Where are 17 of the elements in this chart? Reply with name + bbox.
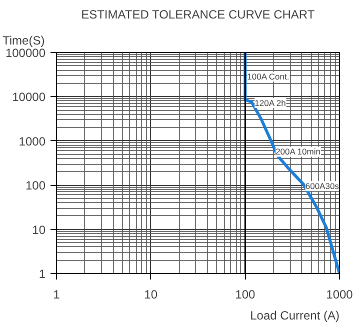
x-tick-label: 1	[53, 288, 60, 302]
y-tick-label: 100	[25, 178, 46, 193]
y-axis-title: Time(S)	[2, 34, 45, 48]
chart-title: ESTIMATED TOLERANCE CURVE CHART	[81, 8, 316, 22]
annotation: 200A 10min	[276, 146, 321, 157]
y-tick-label: 1000	[18, 134, 46, 148]
x-tick-label: 10	[144, 288, 158, 302]
annotation: 600A30s	[305, 181, 339, 192]
y-tick-label: 1	[38, 267, 46, 281]
y-tick-label: 10	[32, 222, 46, 237]
y-tick-label: 100000	[5, 46, 46, 60]
x-axis-title: Load Current (A)	[250, 308, 340, 322]
x-tick-label: 100	[235, 288, 256, 302]
y-tick-label: 10000	[12, 90, 46, 104]
annotation: 100A Cont.	[247, 72, 290, 82]
x-tick-label: 1000	[326, 288, 353, 302]
annotation: 120A 2h	[254, 98, 286, 108]
